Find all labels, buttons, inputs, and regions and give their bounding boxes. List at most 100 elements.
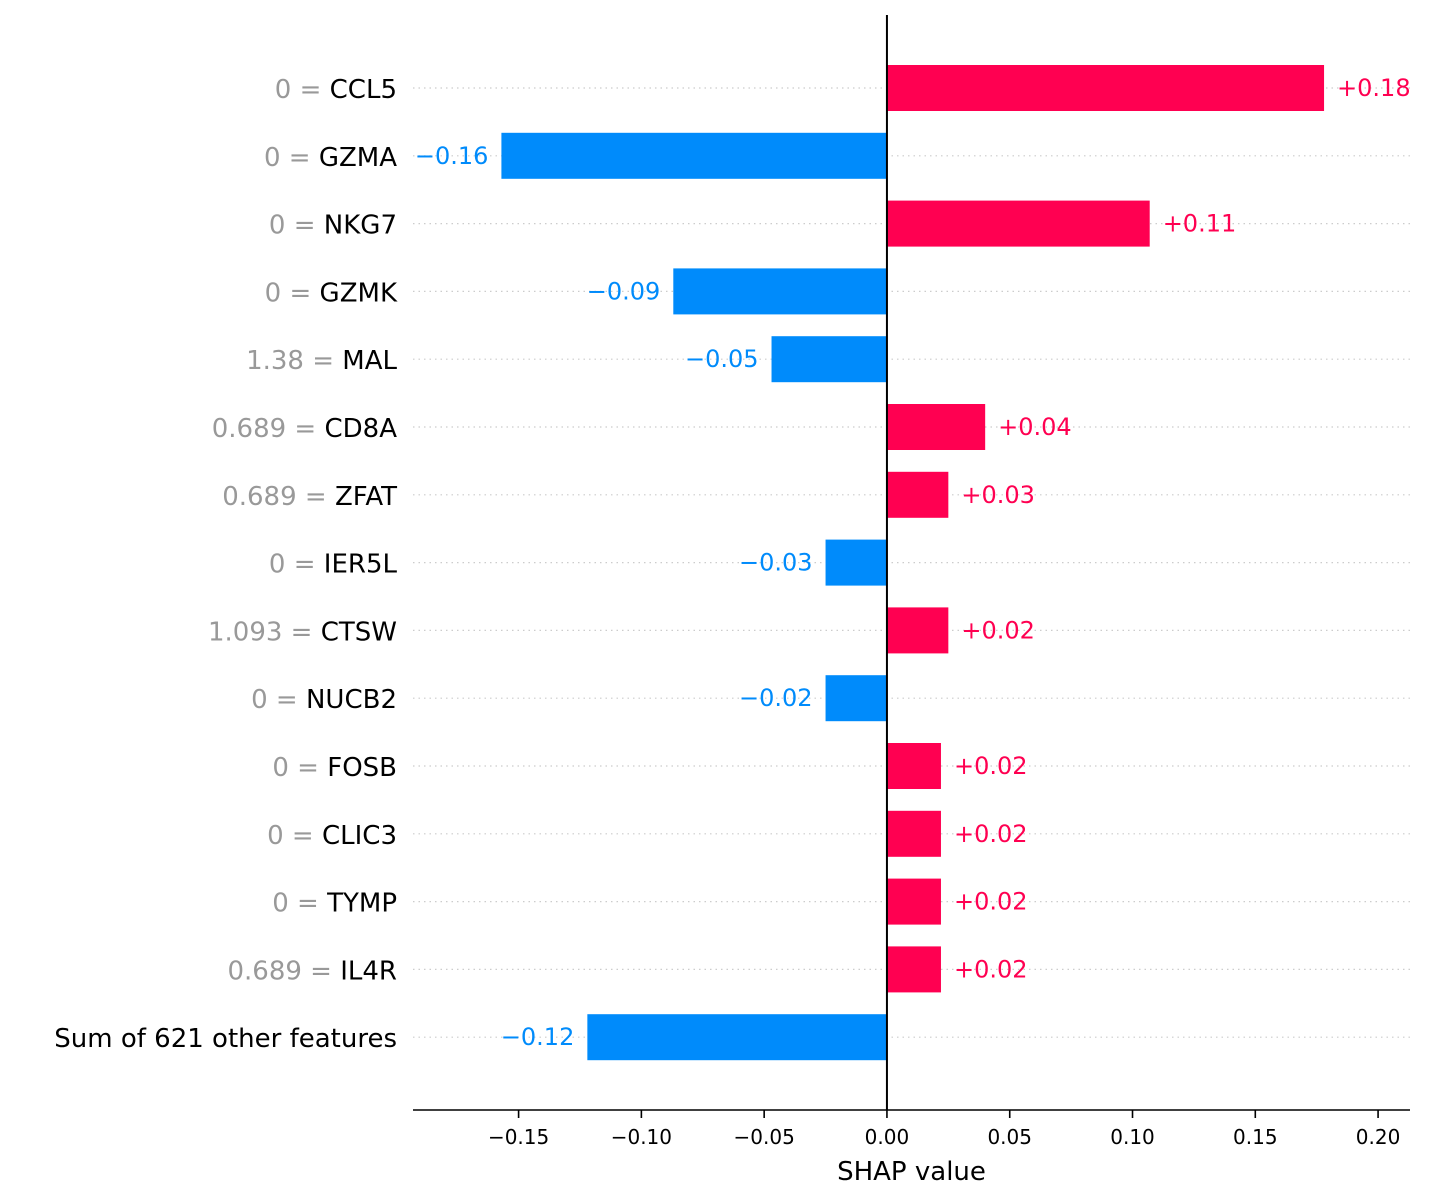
equals-sign: = xyxy=(291,75,329,105)
feature-value: 0 xyxy=(272,889,289,919)
bar-value-label: +0.02 xyxy=(954,820,1028,848)
feature-name: CTSW xyxy=(321,617,397,647)
equals-sign: = xyxy=(280,143,318,173)
x-tick-label: −0.05 xyxy=(734,1125,795,1149)
feature-value: 0.689 xyxy=(212,414,286,444)
bar-value-label: −0.16 xyxy=(415,142,489,170)
feature-label: 0 = TYMP xyxy=(272,889,397,919)
bar-ier5l xyxy=(825,539,887,586)
equals-sign: = xyxy=(289,753,327,783)
feature-value: 1.38 xyxy=(246,346,304,376)
feature-name: GZMA xyxy=(319,143,397,173)
feature-value: 0 xyxy=(269,211,286,241)
equals-sign: = xyxy=(302,956,340,986)
x-tick-label: 0.10 xyxy=(1110,1125,1155,1149)
feature-value: 0.689 xyxy=(222,482,296,512)
feature-label: 0 = CCL5 xyxy=(275,75,397,105)
bar-value-label: −0.09 xyxy=(587,277,661,305)
equals-sign: = xyxy=(285,211,323,241)
feature-value: 0 xyxy=(265,278,282,308)
bar-tymp xyxy=(886,878,941,925)
feature-name: NKG7 xyxy=(324,211,397,241)
bar-value-label: +0.02 xyxy=(954,888,1028,916)
bar-mal xyxy=(771,336,887,383)
feature-label: 1.093 = CTSW xyxy=(208,617,397,647)
equals-sign: = xyxy=(268,685,306,715)
feature-value: 0 xyxy=(264,143,281,173)
equals-sign: = xyxy=(297,482,335,512)
bar-nkg7 xyxy=(886,200,1150,247)
bar-il4r xyxy=(886,946,941,993)
bar-value-label: −0.12 xyxy=(501,1023,575,1051)
bar-cd8a xyxy=(886,404,986,450)
equals-sign: = xyxy=(286,414,324,444)
feature-label: 0 = GZMK xyxy=(265,278,398,308)
bar-value-label: +0.02 xyxy=(954,752,1028,780)
feature-name: IL4R xyxy=(340,956,397,986)
bar-value-label: +0.02 xyxy=(961,616,1035,644)
equals-sign: = xyxy=(282,617,320,647)
feature-name: NUCB2 xyxy=(306,685,397,715)
bar-clic3 xyxy=(886,810,941,857)
feature-label: 0 = NKG7 xyxy=(269,211,397,241)
feature-value: 0 xyxy=(251,685,268,715)
bar-value-label: +0.03 xyxy=(961,481,1035,509)
feature-name: CD8A xyxy=(324,414,397,444)
feature-label: 0.689 = CD8A xyxy=(212,414,397,444)
feature-value: 1.093 xyxy=(208,617,282,647)
bar-ccl5 xyxy=(886,65,1325,111)
bar-value-label: +0.18 xyxy=(1337,74,1411,102)
bar-sum-of-621-other-features xyxy=(587,1014,887,1061)
feature-label: 0 = NUCB2 xyxy=(251,685,397,715)
feature-value: 0 xyxy=(275,75,292,105)
x-tick-label: 0.20 xyxy=(1356,1125,1401,1149)
bars: +0.18 −0.16 +0.11 −0.09 −0.05 +0.04 +0.03 −0.03… xyxy=(415,65,1411,1061)
bar-value-label: +0.11 xyxy=(1163,210,1237,238)
feature-label: 0 = FOSB xyxy=(272,753,397,783)
feature-label: Sum of 621 other features xyxy=(54,1024,397,1054)
feature-value: 0 xyxy=(269,550,286,580)
equals-sign: = xyxy=(285,550,323,580)
feature-value: 0.689 xyxy=(227,956,301,986)
feature-name: TYMP xyxy=(326,889,397,919)
feature-name: GZMK xyxy=(320,278,398,308)
x-axis-ticks: −0.15 −0.10 −0.05 0.00 0.05 0.10 0.15 0.20 xyxy=(488,1110,1400,1149)
feature-label: 0.689 = IL4R xyxy=(227,956,397,986)
bar-ctsw xyxy=(886,607,949,654)
bar-value-label: −0.03 xyxy=(739,549,813,577)
feature-value: 0 xyxy=(272,753,289,783)
feature-name: MAL xyxy=(342,346,397,376)
x-tick-label: 0.00 xyxy=(865,1125,910,1149)
feature-name: IER5L xyxy=(324,550,398,580)
bar-gzma xyxy=(501,132,887,179)
feature-label: 0 = IER5L xyxy=(269,550,398,580)
x-tick-label: −0.10 xyxy=(611,1125,672,1149)
feature-name: ZFAT xyxy=(335,482,397,512)
feature-label: 0.689 = ZFAT xyxy=(222,482,397,512)
feature-label: 1.38 = MAL xyxy=(246,346,397,376)
grid-lines xyxy=(413,87,1410,1038)
bar-value-label: −0.02 xyxy=(739,684,813,712)
bar-value-label: −0.05 xyxy=(685,345,759,373)
feature-name: CCL5 xyxy=(330,75,397,105)
bar-value-label: +0.02 xyxy=(954,955,1028,983)
feature-value: 0 xyxy=(267,821,284,851)
x-tick-label: 0.05 xyxy=(987,1125,1032,1149)
equals-sign: = xyxy=(284,821,322,851)
equals-sign: = xyxy=(289,889,327,919)
bar-value-label: +0.04 xyxy=(998,413,1072,441)
x-axis-title: SHAP value xyxy=(837,1157,986,1187)
feature-name: CLIC3 xyxy=(322,821,397,851)
x-tick-label: 0.15 xyxy=(1233,1125,1278,1149)
feature-name: Sum of 621 other features xyxy=(54,1024,397,1054)
feature-label: 0 = GZMA xyxy=(264,143,397,173)
bar-nucb2 xyxy=(825,675,887,722)
equals-sign: = xyxy=(304,346,342,376)
bar-gzmk xyxy=(673,268,887,315)
x-tick-label: −0.15 xyxy=(488,1125,549,1149)
equals-sign: = xyxy=(281,278,319,308)
bar-zfat xyxy=(886,471,949,518)
feature-name: FOSB xyxy=(327,753,397,783)
